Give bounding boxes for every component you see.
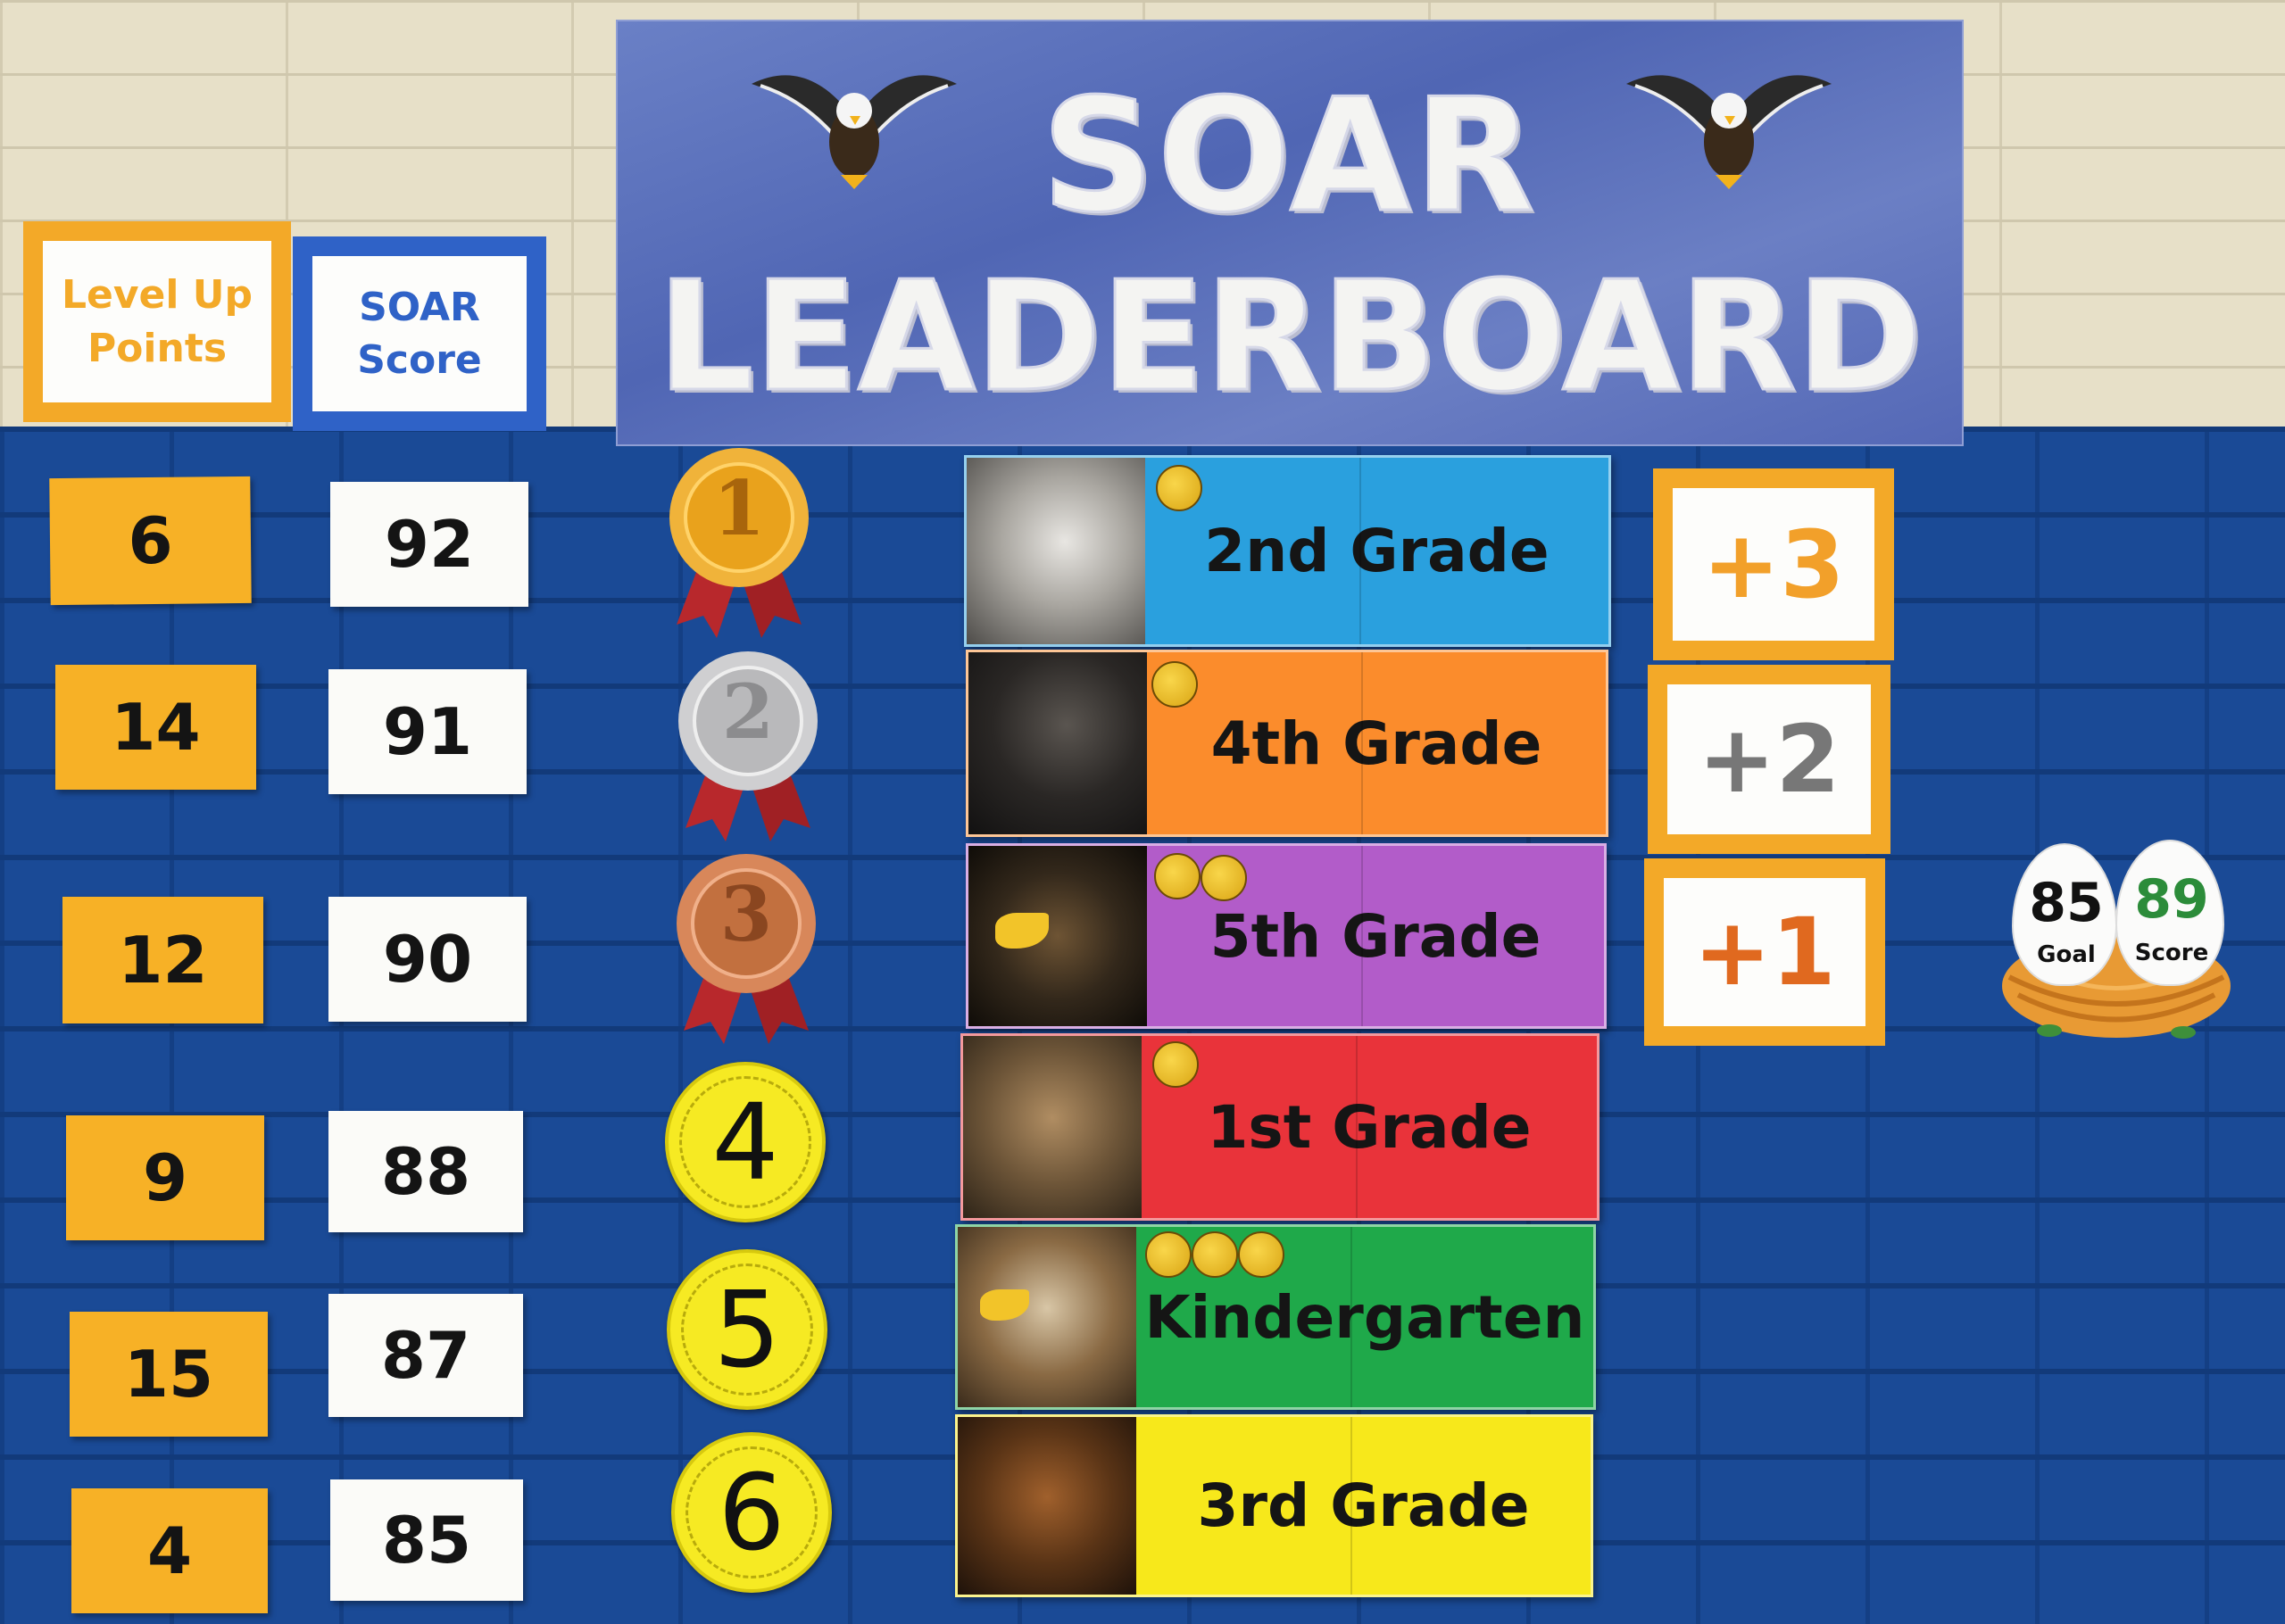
eagle-photo-icon <box>958 1417 1136 1595</box>
grade-strip: 2nd Grade <box>964 455 1611 647</box>
level-up-card: 9 <box>66 1115 264 1240</box>
grade-name: 5th Grade <box>1209 901 1541 971</box>
score-label: Score <box>2134 940 2209 966</box>
leaderboard-banner: SOAR LEADERBOARD <box>616 20 1964 446</box>
bonus-points-value: +3 <box>1702 510 1845 619</box>
eagles-sticker-icon <box>1154 853 1201 899</box>
grade-name: Kindergarten <box>1144 1282 1585 1352</box>
eagle-photo-icon <box>968 652 1147 834</box>
medal-place-number: 2 <box>721 667 775 756</box>
place-4-circle: 4 <box>665 1062 826 1222</box>
score-value: 89 <box>2134 868 2209 931</box>
soar-score-card: 87 <box>328 1294 523 1417</box>
eagles-sticker-icon <box>1192 1231 1238 1278</box>
eagle-clipart-icon <box>1626 75 1832 189</box>
bonus-points-card: +3 <box>1653 468 1894 660</box>
grade-strip: Kindergarten <box>955 1224 1596 1410</box>
goal-label: Goal <box>2037 941 2096 968</box>
grade-label: 5th Grade <box>1147 846 1604 1026</box>
nest-goal-score: 85 Goal 89 Score <box>1996 834 2237 1048</box>
grade-label: 3rd Grade <box>1136 1417 1591 1595</box>
soar-score-card: 88 <box>328 1111 523 1232</box>
grade-label: 1st Grade <box>1142 1036 1597 1218</box>
soar-score-card: 92 <box>330 482 528 607</box>
bonus-points-value: +1 <box>1693 898 1836 1007</box>
grade-label: 4th Grade <box>1147 652 1606 834</box>
eagles-sticker-icon <box>1238 1231 1284 1278</box>
eagles-sticker-icon <box>1156 465 1202 511</box>
soar-score-card: 91 <box>328 669 527 794</box>
soar-score-card: 85 <box>330 1479 523 1601</box>
grade-strip: 3rd Grade <box>955 1414 1593 1597</box>
bronze-medal-icon: 3 <box>657 852 835 1057</box>
place-6-circle: 6 <box>671 1432 832 1593</box>
level-up-card: 12 <box>62 897 263 1023</box>
grade-name: 4th Grade <box>1210 708 1542 778</box>
bonus-points-card: +2 <box>1648 665 1890 854</box>
goal-egg: 85 Goal <box>2012 843 2117 986</box>
bonus-points-card: +1 <box>1644 858 1885 1046</box>
eagle-photo-icon <box>958 1227 1136 1407</box>
eagle-clipart-icon <box>752 75 957 189</box>
grade-strip: 5th Grade <box>966 843 1607 1029</box>
grade-strip: 1st Grade <box>960 1033 1600 1221</box>
eagles-sticker-icon <box>1151 661 1198 708</box>
banner-title-leaderboard: LEADERBOARD <box>656 248 1924 427</box>
banner-title-soar: SOAR <box>1040 65 1539 249</box>
grade-label: 2nd Grade <box>1145 458 1608 644</box>
grade-label: Kindergarten <box>1136 1227 1593 1407</box>
silver-medal-icon: 2 <box>659 650 837 855</box>
level-up-points-header: Level Up Points <box>23 221 291 422</box>
level-up-card: 15 <box>70 1312 268 1437</box>
soar-score-header: SOAR Score <box>293 236 546 431</box>
goal-value: 85 <box>2029 872 2104 934</box>
grade-name: 2nd Grade <box>1204 517 1550 585</box>
medal-place-number: 1 <box>712 464 766 552</box>
bonus-points-value: +2 <box>1698 705 1840 814</box>
eagles-sticker-icon <box>1152 1041 1199 1088</box>
eagle-photo-icon <box>967 458 1145 644</box>
level-up-card: 14 <box>55 665 256 790</box>
eagles-sticker-icon <box>1145 1231 1192 1278</box>
grade-strip: 4th Grade <box>966 650 1608 837</box>
eagles-sticker-icon <box>1201 855 1247 901</box>
grade-name: 1st Grade <box>1207 1092 1532 1162</box>
grade-name: 3rd Grade <box>1197 1471 1530 1540</box>
gold-medal-icon: 1 <box>650 446 828 651</box>
level-up-card: 4 <box>71 1488 268 1613</box>
eagle-photo-icon <box>968 846 1147 1026</box>
medal-place-number: 3 <box>719 870 773 958</box>
score-egg: 89 Score <box>2115 840 2224 986</box>
soar-score-card: 90 <box>328 897 527 1022</box>
level-up-card: 6 <box>49 476 252 606</box>
place-5-circle: 5 <box>667 1249 827 1410</box>
eagle-photo-icon <box>963 1036 1142 1218</box>
